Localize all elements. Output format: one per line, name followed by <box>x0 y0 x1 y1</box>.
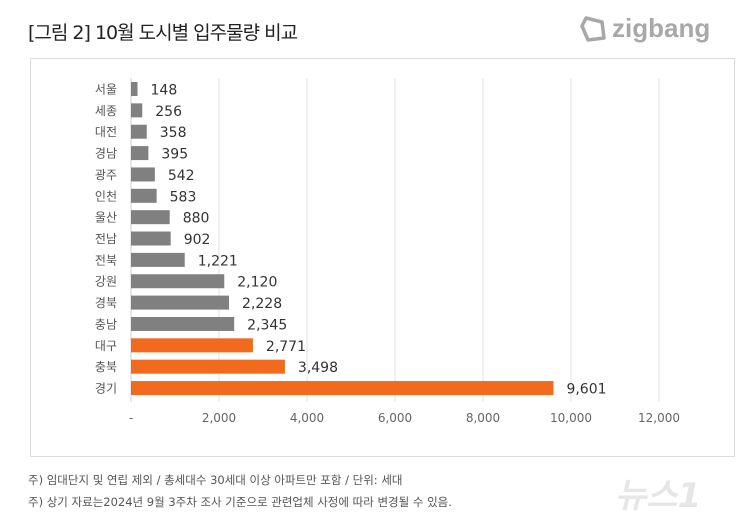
bar <box>131 274 225 289</box>
zigbang-logo: zigbang <box>578 13 710 44</box>
bar <box>131 252 185 267</box>
x-tick-label: 2,000 <box>202 411 236 425</box>
data-label: 148 <box>151 83 178 99</box>
data-label: 3,498 <box>298 360 338 376</box>
data-label: 902 <box>184 232 211 248</box>
category-label: 인천 <box>95 188 117 203</box>
data-label: 395 <box>161 147 188 163</box>
category-label: 세종 <box>95 104 117 118</box>
category-label: 광주 <box>95 168 117 182</box>
category-label: 충남 <box>95 317 117 331</box>
x-tick-label: 10,000 <box>550 411 592 425</box>
footnote-1: 주) 임대단지 및 연립 제외 / 총세대수 30세대 이상 아파트만 포함 /… <box>28 473 403 487</box>
data-label: 880 <box>183 211 210 227</box>
news1-watermark: 뉴스1 <box>615 476 702 516</box>
category-label: 전북 <box>95 253 117 267</box>
category-label: 서울 <box>95 83 117 97</box>
data-label: 583 <box>170 189 197 205</box>
bar <box>131 338 253 353</box>
bar <box>131 82 138 96</box>
bar <box>131 359 285 374</box>
x-tick-label: 4,000 <box>290 411 324 425</box>
chart-title: [그림 2] 10월 도시별 입주물량 비교 <box>28 22 298 44</box>
category-label: 경기 <box>95 382 117 396</box>
category-label: 경남 <box>95 147 117 161</box>
bar <box>131 210 170 225</box>
category-label: 강원 <box>95 275 117 289</box>
category-label: 충북 <box>95 360 117 374</box>
category-label: 대전 <box>95 125 117 139</box>
category-label: 경북 <box>95 296 117 310</box>
data-label: 2,345 <box>247 317 287 333</box>
zigbang-logo-icon <box>580 15 606 42</box>
footnote-2: 주) 상기 자료는2024년 9월 3주차 조사 기준으로 관련업체 사정에 따… <box>28 495 452 509</box>
x-tick-label: 8,000 <box>466 411 500 425</box>
data-label: 2,120 <box>237 275 277 291</box>
x-tick-label: - <box>129 411 133 425</box>
bar <box>131 316 235 331</box>
category-label: 전남 <box>95 232 117 246</box>
data-label: 2,228 <box>242 296 282 312</box>
data-label: 1,221 <box>198 253 238 269</box>
data-label: 358 <box>160 125 187 141</box>
bar <box>131 295 230 310</box>
bar <box>131 231 171 246</box>
bar <box>131 103 143 118</box>
data-label: 9,601 <box>566 382 606 398</box>
bar <box>131 188 157 203</box>
logo-text: zigbang <box>612 13 711 43</box>
data-label: 256 <box>155 104 182 120</box>
x-tick-label: 12,000 <box>638 411 680 425</box>
bar <box>131 167 155 182</box>
bar <box>131 146 149 161</box>
data-label: 542 <box>168 168 195 184</box>
category-label: 대구 <box>95 339 117 353</box>
x-tick-label: 6,000 <box>378 411 412 425</box>
bar <box>131 124 147 139</box>
data-label: 2,771 <box>266 339 306 355</box>
bar <box>131 381 554 396</box>
category-label: 울산 <box>95 211 117 225</box>
